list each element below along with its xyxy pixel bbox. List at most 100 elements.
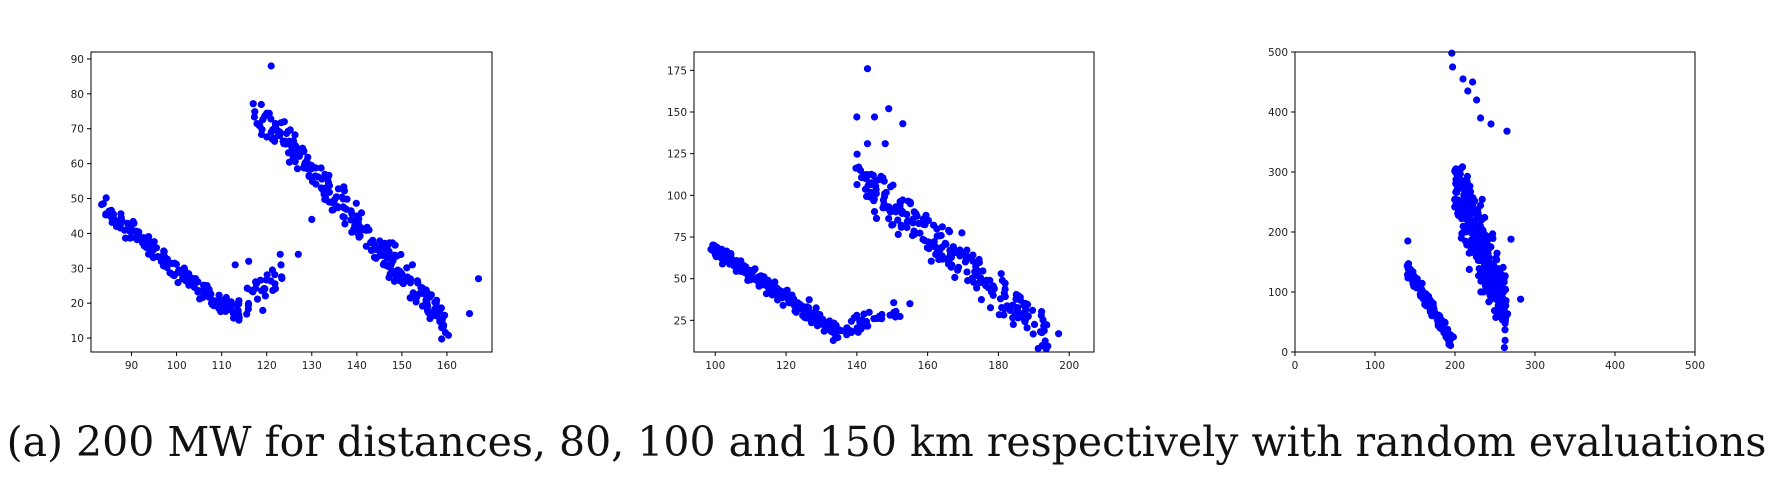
data-point: [1009, 320, 1017, 328]
data-point: [298, 146, 306, 154]
data-point: [915, 219, 923, 228]
data-point: [135, 232, 144, 240]
y-tick-label: 90: [71, 54, 84, 66]
data-point: [844, 326, 852, 334]
data-point: [291, 142, 299, 150]
data-point: [277, 119, 285, 127]
data-point: [727, 254, 735, 262]
data-point: [188, 274, 196, 282]
data-point: [1023, 324, 1031, 332]
x-tick-label: 140: [347, 360, 367, 372]
data-point: [986, 304, 995, 312]
data-point: [1486, 266, 1494, 274]
data-point: [997, 270, 1005, 278]
data-point: [1466, 225, 1474, 233]
data-point: [265, 109, 273, 117]
data-point: [951, 273, 959, 281]
data-point: [390, 277, 398, 285]
y-tick-label: 40: [71, 228, 84, 240]
data-point: [743, 269, 751, 277]
data-point: [1493, 295, 1501, 304]
data-point: [1472, 229, 1480, 237]
data-point: [98, 200, 106, 209]
data-point: [216, 302, 224, 310]
data-point: [1458, 163, 1467, 171]
data-point: [921, 221, 929, 229]
data-point: [830, 319, 838, 327]
data-point: [998, 276, 1007, 284]
data-point: [1452, 169, 1460, 177]
data-point: [896, 312, 904, 321]
data-point: [1517, 295, 1525, 303]
data-point: [1485, 298, 1493, 306]
data-point: [963, 268, 971, 276]
data-point: [321, 170, 329, 178]
data-point: [160, 248, 168, 256]
data-point: [865, 308, 873, 316]
y-tick-label: 400: [1268, 107, 1288, 119]
y-tick-label: 50: [674, 274, 687, 286]
data-point: [1484, 242, 1492, 250]
data-point: [1494, 268, 1502, 276]
y-tick-label: 30: [71, 263, 84, 275]
data-point: [1464, 208, 1472, 216]
data-point: [243, 284, 251, 292]
data-point: [145, 233, 153, 241]
data-point: [102, 194, 110, 202]
data-point: [799, 304, 807, 312]
y-tick-label: 100: [667, 190, 687, 202]
data-point: [222, 293, 230, 302]
data-point: [474, 275, 483, 283]
data-points: [98, 62, 483, 343]
x-tick-label: 300: [1525, 360, 1545, 372]
data-point: [881, 140, 889, 148]
y-tick-label: 70: [71, 124, 84, 136]
data-point: [792, 308, 800, 316]
data-point: [930, 221, 938, 229]
data-point: [853, 311, 861, 319]
data-point: [381, 239, 389, 247]
data-point: [1480, 260, 1488, 268]
data-point: [736, 267, 745, 275]
data-point: [1038, 308, 1046, 316]
data-point: [243, 310, 251, 318]
data-point: [717, 254, 726, 262]
data-point: [921, 237, 929, 245]
data-point: [925, 245, 933, 253]
data-point: [295, 152, 303, 160]
data-point: [291, 158, 299, 166]
data-point: [945, 226, 953, 234]
data-point: [863, 65, 872, 73]
data-point: [276, 128, 284, 136]
data-point: [145, 250, 153, 258]
data-point: [441, 311, 449, 319]
data-point: [870, 195, 878, 203]
data-point: [899, 120, 907, 128]
y-tick-label: 125: [667, 149, 687, 161]
data-point: [885, 105, 893, 113]
data-point: [894, 230, 902, 238]
data-point: [286, 126, 294, 134]
data-point: [768, 291, 776, 299]
data-point: [989, 291, 997, 299]
data-point: [1507, 235, 1515, 243]
data-point: [1501, 272, 1509, 280]
data-point: [1487, 277, 1495, 285]
y-tick-label: 20: [71, 298, 84, 310]
y-tick-label: 200: [1268, 227, 1288, 239]
x-tick-label: 100: [167, 360, 187, 372]
data-point: [717, 249, 725, 257]
data-point: [1460, 186, 1468, 194]
data-point: [291, 131, 299, 139]
y-tick-label: 80: [71, 89, 84, 101]
data-point: [1475, 255, 1484, 263]
data-point: [403, 264, 411, 272]
data-points: [707, 65, 1063, 353]
data-point: [718, 260, 727, 268]
axes-frame: [1294, 51, 1696, 353]
data-point: [872, 177, 880, 185]
data-point: [785, 293, 793, 301]
data-point: [938, 223, 946, 231]
data-point: [1434, 320, 1442, 328]
data-point: [1460, 228, 1468, 236]
